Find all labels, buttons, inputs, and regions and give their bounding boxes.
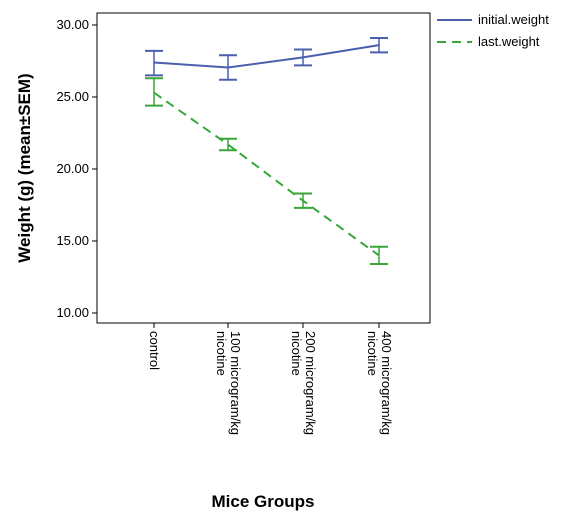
legend: initial.weight last.weight: [437, 12, 549, 49]
x-tick-label-line: 100 microgram/kg: [228, 331, 243, 435]
x-tick-label-line: nicotine: [289, 331, 304, 376]
series-initial-weight: [145, 36, 388, 81]
x-tick-label: 400 microgram/kgnicotine: [365, 331, 394, 435]
x-tick-label: 100 microgram/kgnicotine: [214, 331, 243, 435]
x-tick-label-line: 200 microgram/kg: [303, 331, 318, 435]
x-tick-label-line: 400 microgram/kg: [379, 331, 394, 435]
series-line: [153, 91, 380, 257]
series-line: [153, 44, 380, 69]
x-axis: control 100 microgram/kgnicotine 200 micro…: [147, 323, 394, 435]
y-axis-title: Weight (g) (mean±SEM): [15, 73, 34, 262]
series-layer: [145, 36, 388, 266]
x-tick-label-line: nicotine: [365, 331, 380, 376]
x-tick-label: control: [147, 331, 162, 370]
x-tick-label: 200 microgram/kgnicotine: [289, 331, 318, 435]
x-tick-label-line: nicotine: [214, 331, 229, 376]
series-last-weight: [145, 77, 388, 266]
y-tick-label: 15.00: [56, 233, 89, 248]
x-tick-label-line: control: [147, 331, 162, 370]
y-tick-label: 10.00: [56, 305, 89, 320]
legend-label: last.weight: [478, 34, 540, 49]
legend-label: initial.weight: [478, 12, 549, 27]
x-axis-title: Mice Groups: [212, 492, 315, 511]
plot-frame: [96, 12, 431, 324]
y-tick-label: 20.00: [56, 161, 89, 176]
y-tick-label: 25.00: [56, 89, 89, 104]
y-tick-label: 30.00: [56, 17, 89, 32]
y-axis: 10.00 15.00 20.00 25.00 30.00: [56, 17, 97, 320]
